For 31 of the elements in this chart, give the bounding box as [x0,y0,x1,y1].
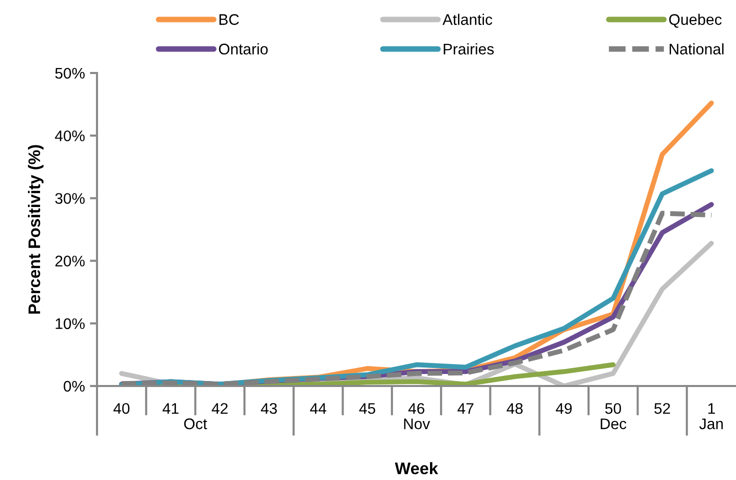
x-tick-label: 47 [458,403,474,414]
y-axis-title: Percent Positivity (%) [28,145,44,314]
legend-label: Atlantic [442,14,492,25]
legend-label: BC [220,14,239,25]
x-tick-label: 46 [408,403,424,414]
x-tick-label: 41 [162,403,178,414]
x-tick-label: 48 [506,403,523,414]
x-tick-label: 44 [310,403,326,414]
x-tick-label: 52 [654,403,670,414]
x-tick-label: 43 [260,403,277,414]
y-tick-label: 50% [55,68,85,79]
y-tick-label: 0% [64,380,85,392]
text: Dec [600,418,626,430]
legend-label: Prairies [444,43,494,54]
y-tick-label: 20% [55,256,85,266]
legend-label: National [670,43,724,54]
x-axis-title: Week [394,462,438,474]
legend-label: Quebec [669,14,722,28]
x-tick-label: 50 [605,403,622,414]
x-tick-label: 49 [556,403,572,414]
text: Oct [184,418,208,430]
legend-label: Ontario [218,43,268,54]
text: Jan [699,418,723,430]
x-tick-label: 1 [708,403,715,414]
x-tick-label: 45 [359,403,376,414]
text: Nov [404,418,430,430]
x-tick-label: 42 [212,403,228,414]
x-tick-label: 40 [113,403,130,414]
y-tick-label: 10% [56,318,85,330]
y-tick-label: 30% [55,193,85,204]
y-tick-label: 40% [54,130,85,142]
